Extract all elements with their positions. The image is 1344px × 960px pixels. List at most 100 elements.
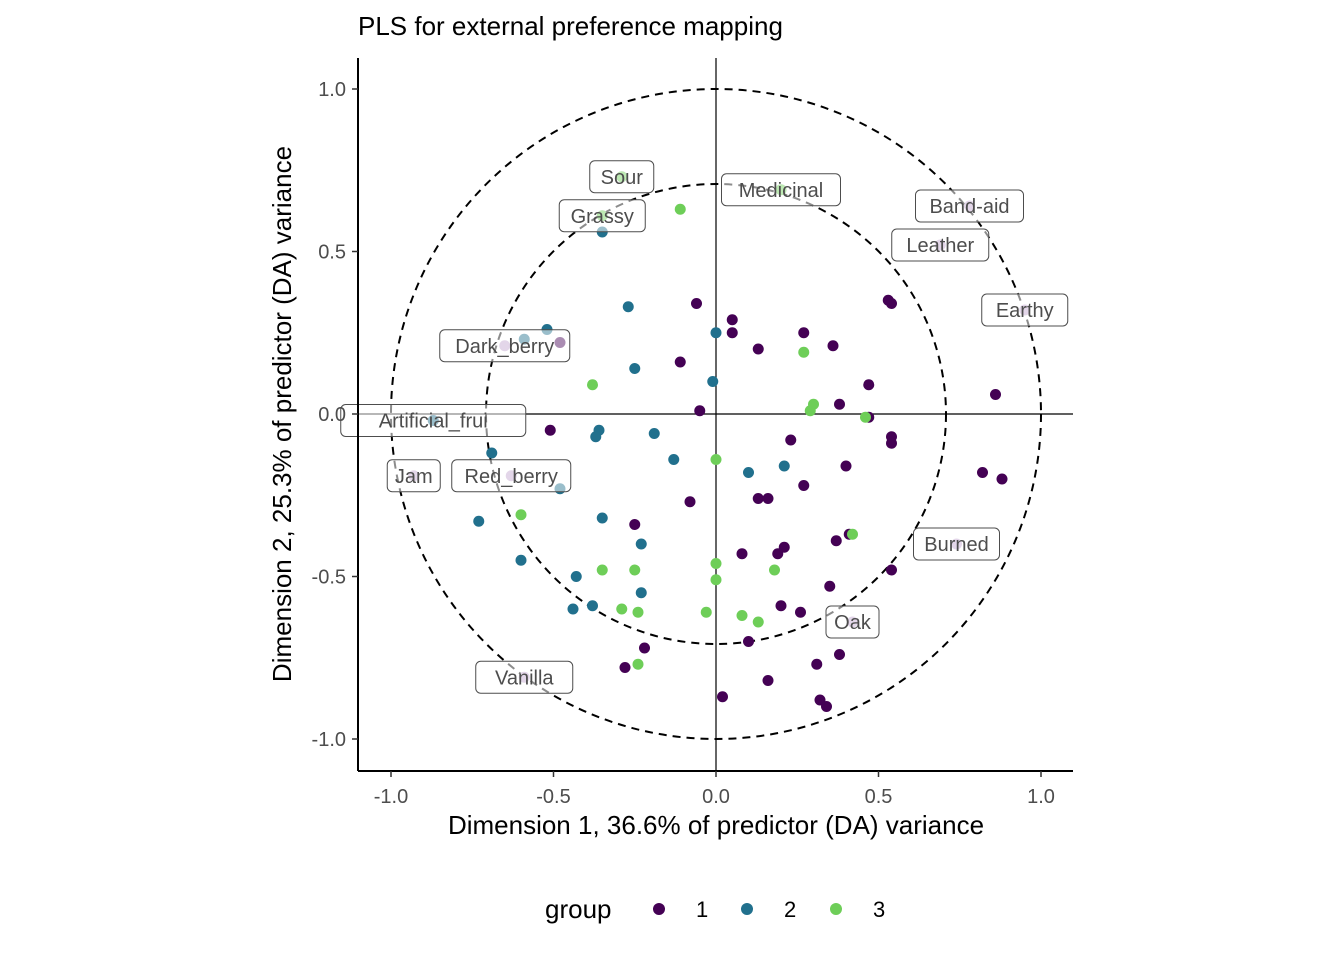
point-group-3 <box>804 405 816 417</box>
point-group-1 <box>830 535 842 547</box>
point-group-3 <box>700 606 712 618</box>
point-group-1 <box>990 389 1001 400</box>
descriptor-label-box <box>721 173 841 207</box>
y-axis-title: Dimension 2, 25.3% of predictor (DA) var… <box>267 146 297 682</box>
point-group-2 <box>707 376 719 387</box>
inner-circle <box>485 183 947 645</box>
descriptor-label-box <box>589 160 655 194</box>
descriptor-label-dark-berry: Dark_berry <box>455 336 554 358</box>
descriptor-label-box <box>825 605 880 639</box>
point-group-1 <box>674 356 686 368</box>
point-group-1 <box>629 519 641 530</box>
descriptor-label-box <box>915 189 1024 223</box>
plot-panel: Sour Medicinal Band-aid Grassy Leather Earthy… <box>340 58 1073 771</box>
point-group-3 <box>587 379 598 391</box>
point-group-1 <box>977 467 988 478</box>
point-group-1 <box>798 327 810 339</box>
point-group-1 <box>775 600 787 612</box>
point-group-2 <box>570 571 582 582</box>
point-group-1 <box>694 405 706 417</box>
y-tick-label: 0.0 <box>318 404 346 426</box>
point-group-3 <box>710 454 722 465</box>
point-group-3 <box>798 346 810 358</box>
point-group-3 <box>515 509 527 521</box>
point-group-1 <box>762 493 774 504</box>
point-group-1 <box>996 473 1008 485</box>
point-group-2 <box>743 467 754 478</box>
descriptor-label-box <box>981 293 1069 327</box>
chart-title: PLS for external preference mapping <box>358 11 783 41</box>
descriptor-label-box <box>913 527 1000 561</box>
point-group-3 <box>629 564 641 576</box>
y-tick-label: -1.0 <box>312 729 346 751</box>
point-group-1 <box>811 658 823 670</box>
descriptor-label-red-berry: Red_berry <box>465 466 558 488</box>
point-group-1 <box>752 343 764 355</box>
point-group-2 <box>635 538 647 550</box>
point-group-2 <box>629 363 641 374</box>
x-tick-label: 0.0 <box>702 786 730 808</box>
point-group-1 <box>772 548 784 560</box>
point-group-1 <box>743 636 754 647</box>
point-group-1 <box>824 580 836 592</box>
descriptor-label-grassy: Grassy <box>571 206 634 228</box>
point-group-2 <box>587 600 598 612</box>
descriptor-label-oak: Oak <box>834 612 872 634</box>
x-axis-title: Dimension 1, 36.6% of predictor (DA) var… <box>448 810 984 840</box>
y-tick-label: -0.5 <box>312 567 346 589</box>
point-group-1 <box>736 548 748 560</box>
descriptor-label-box <box>891 228 990 262</box>
point-group-1 <box>717 691 728 703</box>
point-group-1 <box>798 480 810 491</box>
point-group-3 <box>632 658 644 670</box>
point-group-2 <box>590 431 602 443</box>
point-group-3 <box>632 606 644 618</box>
point-group-1 <box>886 437 897 449</box>
y-tick-label: 0.5 <box>318 242 346 264</box>
point-group-3 <box>736 610 748 621</box>
point-group-2 <box>648 428 660 439</box>
x-tick-label: -0.5 <box>536 786 570 808</box>
point-group-1 <box>619 662 631 673</box>
point-group-2 <box>622 301 634 313</box>
y-tick-label: 1.0 <box>318 79 346 101</box>
legend-key-3 <box>830 903 842 915</box>
descriptor-label-box <box>386 459 441 493</box>
point-group-1 <box>726 327 738 339</box>
point-group-2 <box>668 454 680 465</box>
descriptor-label-jam: Jam <box>395 466 433 488</box>
legend-label-3: 3 <box>873 897 885 922</box>
descriptor-label-box <box>451 459 572 493</box>
point-group-1 <box>684 496 696 508</box>
point-group-1 <box>863 379 875 391</box>
x-tick-label: 1.0 <box>1027 786 1055 808</box>
descriptor-label-box <box>340 404 527 437</box>
point-group-3 <box>710 558 722 569</box>
point-group-2 <box>567 603 579 615</box>
point-group-2 <box>635 587 647 599</box>
point-group-3 <box>860 411 871 423</box>
point-group-1 <box>544 424 556 436</box>
point-group-3 <box>674 203 686 215</box>
x-axis: -1.0 -0.5 0.0 0.5 1.0 <box>358 770 1073 808</box>
point-group-1 <box>752 493 764 504</box>
descriptor-label-band-aid: Band-aid <box>929 196 1009 218</box>
point-group-2 <box>473 515 485 527</box>
point-group-1 <box>691 298 702 309</box>
descriptor-label-earthy: Earthy <box>996 300 1054 322</box>
point-group-2 <box>778 460 790 472</box>
descriptor-label-layer: Sour Medicinal Band-aid Grassy Leather Earthy… <box>340 160 1069 694</box>
point-group-1 <box>834 398 845 410</box>
point-group-2 <box>515 554 527 566</box>
point-group-1 <box>834 649 845 660</box>
legend-label-1: 1 <box>696 897 708 922</box>
x-tick-label: -1.0 <box>374 786 408 808</box>
point-group-3 <box>752 616 764 628</box>
legend: group 1 2 3 <box>545 894 885 924</box>
point-group-3 <box>616 603 628 615</box>
descriptor-label-sour: Sour <box>601 167 644 189</box>
point-group-1 <box>827 340 839 352</box>
point-group-2 <box>596 512 608 524</box>
point-group-1 <box>821 701 832 712</box>
